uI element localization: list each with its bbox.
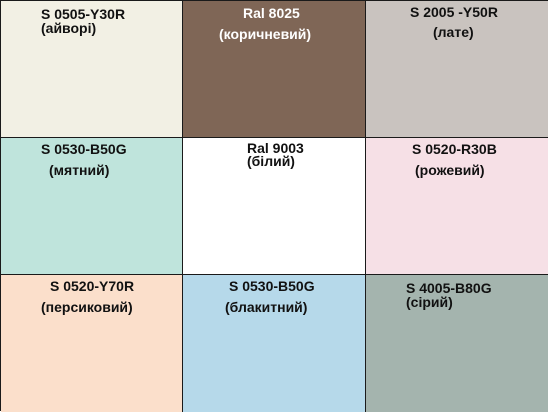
swatch-name: (айворі)	[41, 20, 97, 36]
swatch-name: (коричневий)	[219, 26, 312, 42]
swatch-mint: S 0530-B50G (мятний)	[1, 138, 183, 275]
swatch-code: Ral 9003	[247, 140, 304, 156]
swatch-code: S 0530-B50G	[41, 141, 127, 157]
swatch-code: Ral 8025	[243, 5, 300, 21]
swatch-peach: S 0520-Y70R (персиковий)	[1, 275, 183, 412]
swatch-white: Ral 9003 (білий)	[183, 138, 366, 275]
swatch-code: S 0505-Y30R	[41, 6, 126, 22]
swatch-name: (рожевий)	[415, 162, 485, 178]
swatch-latte: S 2005 -Y50R (лате)	[366, 1, 548, 138]
swatch-name: (мятний)	[49, 162, 110, 178]
swatch-code: S 4005-B80G	[406, 280, 492, 296]
swatch-code: S 0520-Y70R	[50, 278, 135, 294]
swatch-name: (лате)	[433, 24, 474, 40]
swatch-pink: S 0520-R30B (рожевий)	[366, 138, 548, 275]
swatch-name: (сірий)	[406, 294, 453, 310]
swatch-name: (блакитний)	[225, 299, 308, 315]
swatch-brown: Ral 8025 (коричневий)	[183, 1, 366, 138]
swatch-light-blue: S 0530-B50G (блакитний)	[183, 275, 366, 412]
swatch-ivory: S 0505-Y30R (айворі)	[1, 1, 183, 138]
swatch-code: S 2005 -Y50R	[410, 4, 498, 20]
swatch-name: (білий)	[247, 153, 295, 169]
swatch-name: (персиковий)	[41, 299, 133, 315]
swatch-code: S 0520-R30B	[412, 141, 497, 157]
swatch-gray: S 4005-B80G (сірий)	[366, 275, 548, 412]
swatch-code: S 0530-B50G	[229, 278, 315, 294]
